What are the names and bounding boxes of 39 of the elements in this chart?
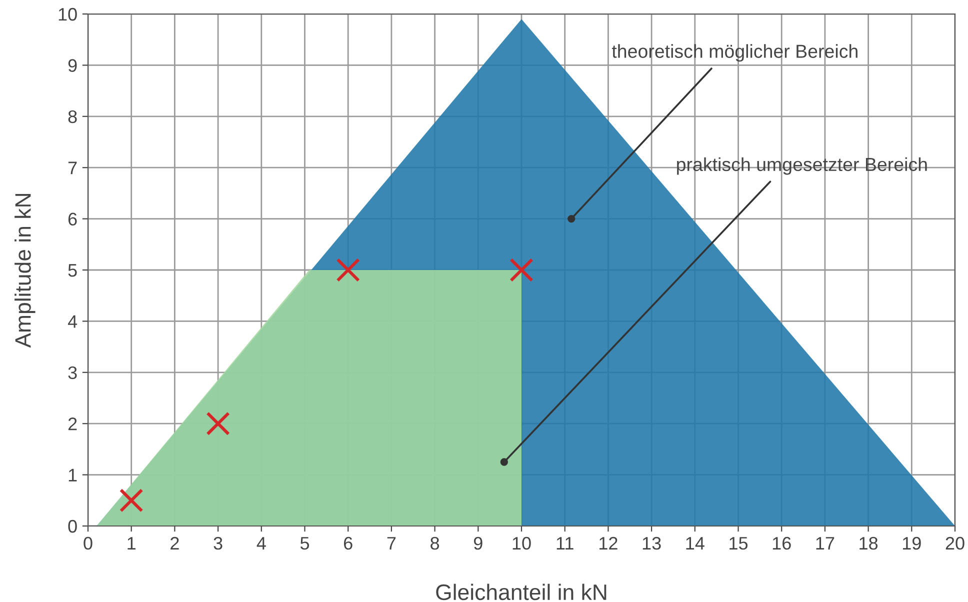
- x-tick-label: 2: [170, 536, 179, 550]
- x-tick-label: 15: [730, 537, 748, 550]
- x-tick-label: 3: [214, 536, 222, 550]
- x-tick-label: 9: [474, 536, 482, 550]
- y-tick-label: 5: [68, 264, 77, 277]
- x-tick-label: 7: [387, 537, 396, 550]
- y-tick-label: 2: [68, 418, 77, 430]
- x-tick-label: 18: [860, 536, 878, 550]
- x-tick-label: 0: [84, 536, 92, 550]
- y-tick-label: 7: [68, 162, 77, 174]
- x-tick-label: 10: [512, 536, 531, 550]
- y-tick-label: 10: [58, 8, 77, 21]
- x-tick-label: 20: [946, 536, 964, 550]
- x-tick-label: 1: [128, 537, 136, 550]
- x-tick-label: 13: [642, 536, 661, 550]
- y-tick-label: 0: [68, 520, 77, 533]
- x-tick-label: 19: [902, 536, 921, 550]
- annotation: theoretisch möglicher Bereich: [612, 44, 858, 62]
- y-tick-label: 8: [68, 110, 77, 124]
- y-axis-title: Amplitude in kN: [14, 194, 36, 348]
- x-tick-label: 16: [772, 536, 791, 550]
- x-tick-label: 5: [300, 537, 310, 550]
- y-tick-label: 1: [68, 468, 77, 482]
- x-tick-label: 17: [816, 537, 834, 550]
- x-axis-title: Gleichanteil in kN: [436, 584, 606, 600]
- x-tick-label: 8: [430, 536, 440, 550]
- x-tick-label: 11: [556, 537, 574, 550]
- point: [206, 412, 230, 436]
- y-tick-label: 6: [68, 212, 77, 226]
- y-tick-label: 4: [68, 315, 78, 328]
- point: [336, 258, 360, 282]
- x-tick-label: 6: [344, 536, 352, 550]
- x-tick-label: 4: [256, 537, 266, 550]
- point: [119, 488, 144, 512]
- annotation: praktisch umgesetzter Bereich: [677, 157, 927, 175]
- x-tick-label: 14: [686, 537, 704, 550]
- x-tick-label: 12: [600, 536, 618, 550]
- y-tick-label: 9: [68, 59, 77, 72]
- y-tick-label: 3: [68, 366, 77, 380]
